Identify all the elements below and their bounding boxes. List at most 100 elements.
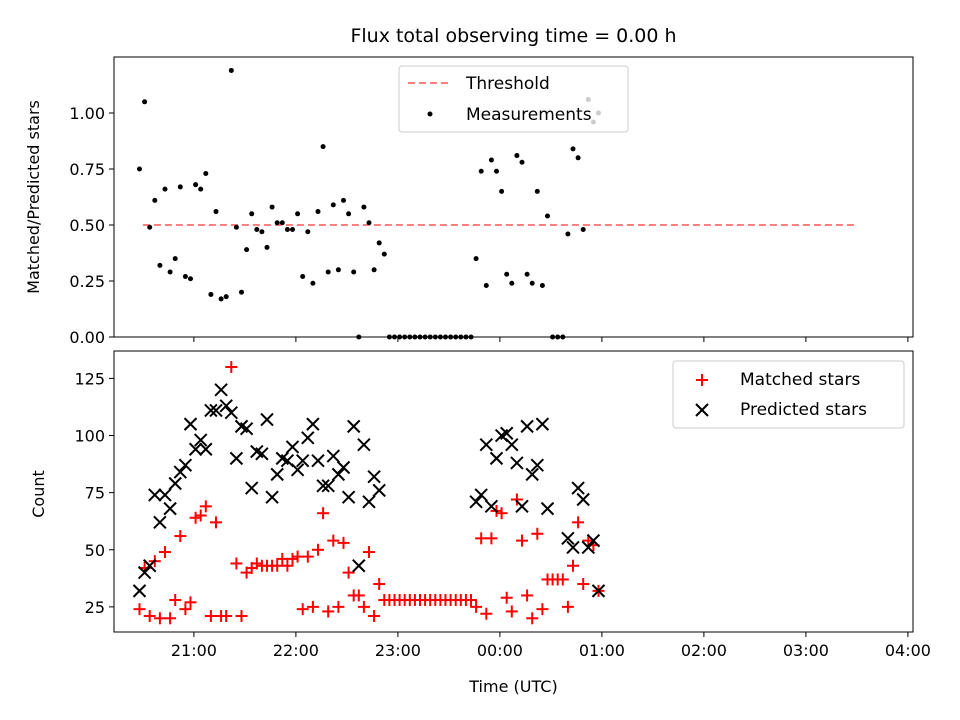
predicted-star-point [183,417,198,431]
bottom-plot-frame [113,350,914,633]
matched-star-point [577,578,590,591]
measurement-point [509,280,515,286]
predicted-star-point [484,499,499,514]
bottom-legend: Matched stars Predicted stars [672,360,905,429]
matched-star-point [317,507,330,520]
matched-star-point [276,552,289,565]
predicted-star-point [326,449,341,463]
predicted-star-point [474,488,488,502]
predicted-star-point [576,492,590,507]
predicted-star-point [229,451,244,466]
predicted-star-point [153,515,167,530]
measurement-point [177,184,183,190]
matched-star-point [235,610,248,623]
legend-predicted-label: Predicted stars [740,400,867,420]
predicted-star-point [285,440,300,454]
predicted-star-point [290,463,305,477]
predicted-star-point [571,481,585,495]
measurement-point [193,182,199,188]
measurement-point [570,146,576,152]
bottom-y-tick-label: 25 [85,598,105,617]
measurement-point [203,170,209,176]
measurement-point [330,202,336,208]
matched-star-point [495,507,508,520]
matched-star-point [352,589,365,602]
predicted-star-point [591,584,606,598]
matched-star-point [301,550,314,563]
measurement-point [295,211,301,217]
predicted-star-point [132,584,147,598]
measurement-point [249,211,255,217]
predicted-star-point [321,479,335,493]
measurement-point [233,224,239,230]
measurement-point [580,226,586,232]
predicted-star-point [489,451,504,466]
measurement-point [366,220,372,226]
predicted-star-point [142,559,157,573]
matched-star-point [159,546,171,559]
matched-star-point [296,603,309,616]
predicted-star-point [515,499,529,514]
predicted-star-point [341,490,356,504]
measurement-point [315,209,321,215]
top-y-tick-label: 1.00 [69,104,105,123]
predicted-star-point [346,419,361,434]
legend-measurements-marker [427,111,433,117]
predicted-star-point [270,467,284,482]
matched-star-point [199,500,212,513]
matched-star-point [153,612,166,625]
measurement-point [162,186,168,192]
predicted-star-point [540,501,555,516]
predicted-star-point [295,453,310,468]
bottom-y-axis-label: Count [29,470,48,518]
measurement-point [473,256,479,262]
measurement-point [157,262,163,268]
measurement-point [188,276,193,282]
measurement-point [565,231,571,237]
matched-star-point [475,532,488,545]
measurement-point [213,209,219,215]
matched-star-point [225,360,238,373]
top-y-axis-label: Matched/Predicted stars [24,100,43,294]
predicted-star-point [173,465,188,479]
bottom-x-axis-label: Time (UTC) [468,677,557,696]
legend-measurements-label: Measurements [466,105,592,125]
measurement-point [254,226,260,232]
matched-star-point [342,566,355,579]
predicted-star-point [357,437,371,452]
matched-star-point [500,591,513,604]
measurement-point [575,155,581,161]
matched-star-point [465,594,477,607]
matched-star-point [189,511,202,524]
measurement-point [208,291,214,297]
matched-star-point [332,600,345,613]
measurement-point [228,67,234,73]
matched-star-point [337,536,350,549]
matched-star-point [230,557,243,570]
legend-threshold-label: Threshold [465,74,550,94]
measurement-point [172,256,178,262]
matched-star-point [291,550,304,563]
measurement-point [152,197,158,203]
measurement-point [274,220,280,226]
measurement-point [529,280,535,286]
predicted-star-point [199,442,213,456]
bottom-y-tick-label: 125 [74,369,105,388]
predicted-star-point [260,412,274,427]
measurement-point [305,229,311,235]
predicted-star-point [158,488,172,502]
predicted-star-point [204,403,218,418]
predicted-star-point [255,447,269,461]
predicted-star-point [178,458,193,472]
predicted-star-point [535,417,550,431]
predicted-star-point [367,469,381,484]
matched-star-point [521,589,534,602]
predicted-star-point [239,421,254,436]
predicted-star-point [372,483,386,498]
matched-star-point [184,596,197,609]
measurement-point [167,269,173,275]
measurement-point [494,168,499,174]
matched-star-point [572,516,585,529]
predicted-star-point [331,467,346,482]
